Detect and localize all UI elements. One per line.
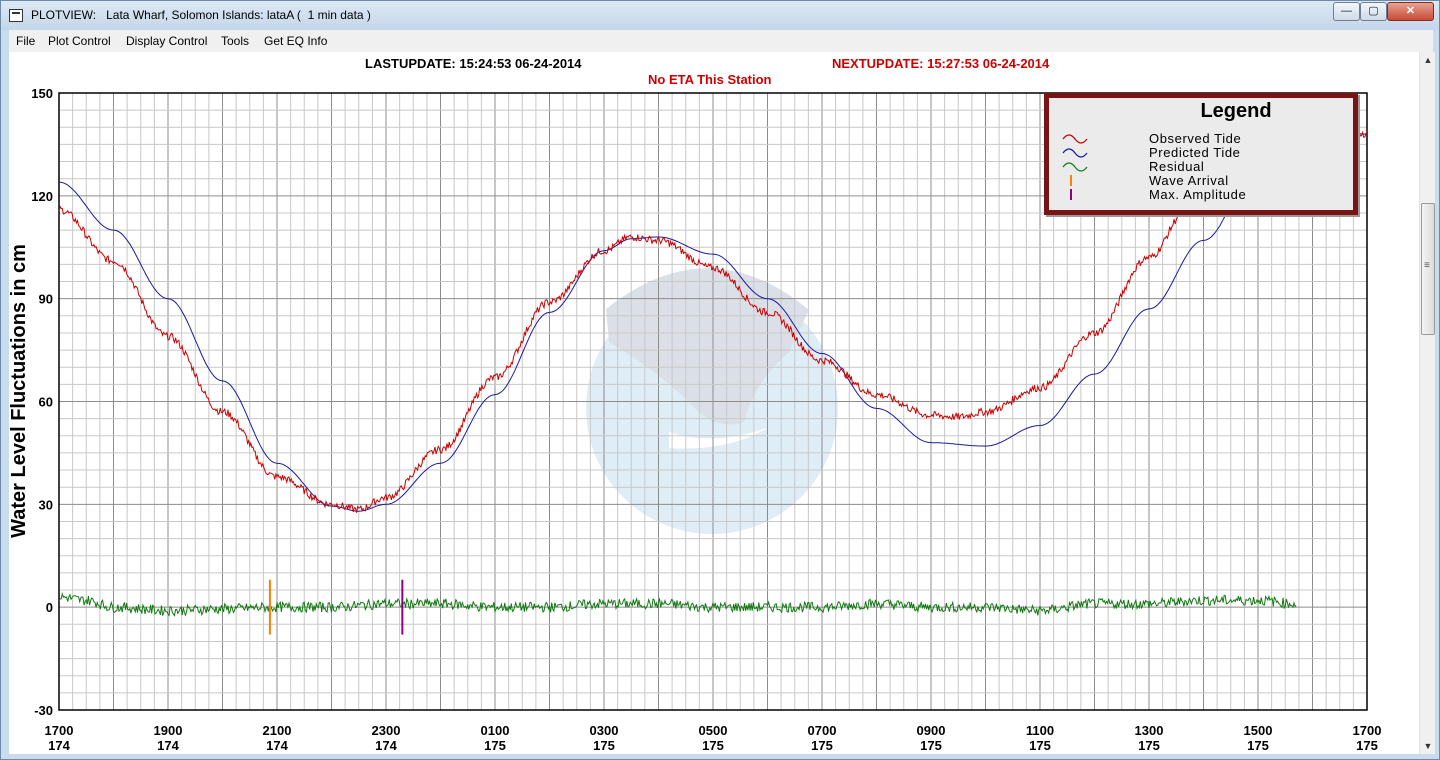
y-tick-label: 60	[39, 395, 53, 410]
minimize-button[interactable]: —	[1333, 2, 1360, 21]
x-tick-time: 1300	[1135, 723, 1164, 738]
legend-item: Predicted Tide	[1049, 145, 1353, 160]
app-icon[interactable]	[9, 9, 23, 22]
chart-series	[58, 120, 1368, 617]
x-tick-time: 1500	[1244, 723, 1273, 738]
observed-tide-line	[58, 120, 1368, 513]
menu-tools[interactable]: Tools	[221, 34, 250, 48]
maximize-button[interactable]: ▢	[1360, 2, 1387, 21]
x-tick-time: 1900	[154, 723, 183, 738]
x-tick-time: 1700	[45, 723, 74, 738]
x-tick-day: 175	[1356, 738, 1378, 753]
x-tick-day: 175	[1029, 738, 1051, 753]
x-tick-time: 2100	[263, 723, 292, 738]
x-tick-time: 0100	[481, 723, 510, 738]
legend-item-label: Predicted Tide	[1149, 145, 1241, 160]
x-tick-time: 1100	[1026, 723, 1054, 738]
legend-item-label: Max. Amplitude	[1149, 187, 1247, 202]
y-tick-label: 120	[31, 189, 53, 204]
vertical-scrollbar[interactable]: ▲ ▼	[1419, 52, 1435, 754]
legend-item-label: Observed Tide	[1149, 131, 1242, 146]
x-tick-day: 174	[48, 738, 70, 753]
x-tick-day: 175	[1138, 738, 1160, 753]
legend-wave-icon	[1062, 148, 1088, 158]
residual-line	[58, 592, 1297, 617]
scroll-thumb[interactable]	[1421, 203, 1435, 335]
title-bar[interactable]: PLOTVIEW: Lata Wharf, Solomon Islands: l…	[1, 1, 1439, 30]
plot-area: LASTUPDATE: 15:24:53 06-24-2014 NEXTUPDA…	[8, 52, 1419, 754]
legend-item: Residual	[1049, 159, 1353, 174]
legend-item: Max. Amplitude	[1049, 187, 1353, 202]
y-tick-label: -30	[34, 703, 53, 718]
legend-item: Observed Tide	[1049, 131, 1353, 146]
x-tick-time: 0300	[590, 723, 619, 738]
x-tick-labels: 1700174190017421001742300174010017503001…	[45, 723, 1382, 753]
y-tick-label: 30	[39, 497, 53, 512]
chart-markers	[268, 579, 404, 635]
menu-display-control[interactable]: Display Control	[126, 34, 208, 48]
x-tick-time: 0700	[808, 723, 837, 738]
chart-legend: Legend Observed Tide Predicted Tide Residu…	[1044, 93, 1358, 215]
menu-plot-control[interactable]: Plot Control	[48, 34, 111, 48]
legend-item-label: Wave Arrival	[1149, 173, 1229, 188]
scroll-down-arrow-icon[interactable]: ▼	[1423, 741, 1433, 751]
legend-bar-icon	[1070, 175, 1072, 186]
y-tick-label: 150	[31, 86, 53, 101]
noaa-logo-watermark	[586, 268, 838, 534]
x-tick-day: 175	[702, 738, 724, 753]
x-tick-day: 175	[920, 738, 942, 753]
y-tick-label: 90	[39, 292, 53, 307]
x-tick-day: 175	[593, 738, 615, 753]
next-update-label: NEXTUPDATE: 15:27:53 06-24-2014	[832, 56, 1050, 71]
x-tick-day: 175	[484, 738, 506, 753]
x-tick-time: 2300	[372, 723, 401, 738]
x-tick-time: 0900	[917, 723, 946, 738]
legend-item: Wave Arrival	[1049, 173, 1353, 188]
legend-bar-icon	[1070, 189, 1072, 200]
y-tick-label: 0	[46, 600, 53, 615]
legend-wave-icon	[1062, 162, 1088, 172]
eta-label: No ETA This Station	[648, 72, 772, 87]
x-tick-day: 175	[811, 738, 833, 753]
legend-title: Legend	[1200, 100, 1272, 122]
x-tick-time: 1700	[1353, 723, 1382, 738]
scroll-up-arrow-icon[interactable]: ▲	[1423, 55, 1433, 65]
menu-file[interactable]: File	[16, 34, 36, 48]
x-tick-day: 174	[266, 738, 288, 753]
last-update-label: LASTUPDATE: 15:24:53 06-24-2014	[365, 56, 582, 71]
menu-bar: File Plot Control Display Control Tools …	[9, 30, 1433, 52]
chart-axes	[58, 92, 1368, 711]
x-tick-day: 175	[1247, 738, 1269, 753]
predicted-tide-line	[58, 123, 1367, 512]
plot-frame	[58, 92, 1368, 711]
window-title: PLOTVIEW: Lata Wharf, Solomon Islands: l…	[31, 8, 371, 22]
x-tick-day: 174	[375, 738, 397, 753]
y-tick-labels: 150 120 90 60 30 0 -30	[31, 86, 53, 718]
x-tick-time: 0500	[699, 723, 728, 738]
x-tick-day: 174	[157, 738, 179, 753]
legend-wave-icon	[1062, 134, 1088, 144]
close-button[interactable]: ✕	[1387, 2, 1434, 21]
menu-get-eq-info[interactable]: Get EQ Info	[264, 34, 328, 48]
legend-item-label: Residual	[1149, 159, 1205, 174]
